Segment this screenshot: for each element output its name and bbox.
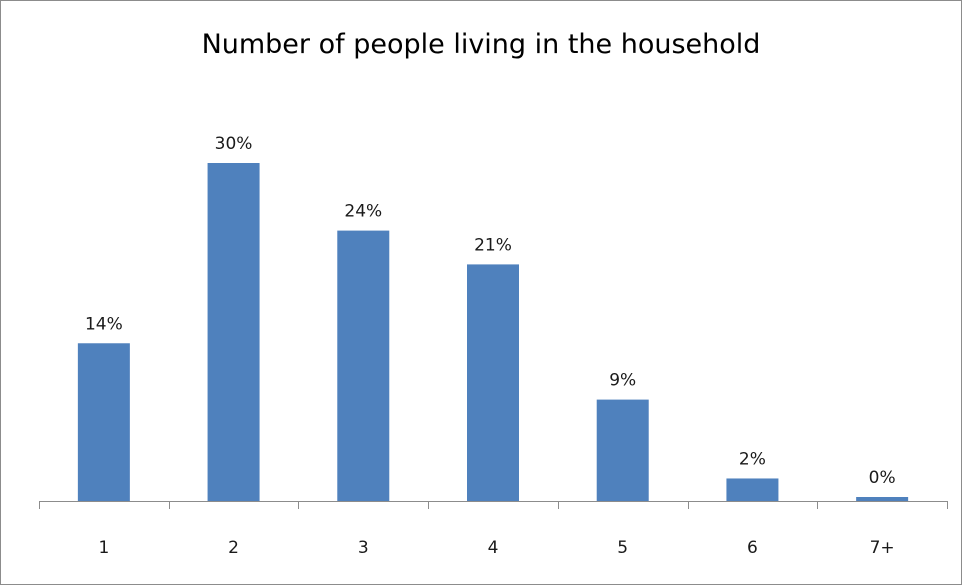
x-tick-label-1: 1 bbox=[98, 538, 109, 558]
data-label-5: 9% bbox=[609, 371, 636, 391]
bar-6 bbox=[726, 478, 779, 501]
x-tick-label-6: 6 bbox=[747, 538, 758, 558]
bar-1 bbox=[77, 343, 130, 501]
data-label-4: 21% bbox=[474, 235, 512, 255]
x-tick-label-2: 2 bbox=[228, 538, 239, 558]
bar-5 bbox=[596, 399, 649, 501]
data-label-6: 2% bbox=[739, 449, 766, 469]
bar-4 bbox=[467, 264, 519, 501]
x-tick-label-7+: 7+ bbox=[870, 538, 895, 558]
data-label-2: 30% bbox=[215, 134, 253, 154]
bar-7+ bbox=[856, 497, 909, 501]
x-tick-label-4: 4 bbox=[488, 538, 499, 558]
bar-3 bbox=[337, 230, 390, 501]
x-axis: 1 2 3 4 5 6 7+ bbox=[39, 501, 948, 558]
data-label-7+: 0% bbox=[869, 468, 896, 488]
bars bbox=[77, 163, 909, 501]
x-tick-label-3: 3 bbox=[358, 538, 369, 558]
data-label-1: 14% bbox=[85, 314, 123, 334]
data-labels: 14% 30% 24% 21% 9% 2% 0% bbox=[85, 134, 896, 488]
chart-title: Number of people living in the household bbox=[201, 29, 761, 60]
x-tick-label-5: 5 bbox=[617, 538, 628, 558]
bar-2 bbox=[207, 163, 260, 501]
data-label-3: 24% bbox=[344, 202, 382, 222]
